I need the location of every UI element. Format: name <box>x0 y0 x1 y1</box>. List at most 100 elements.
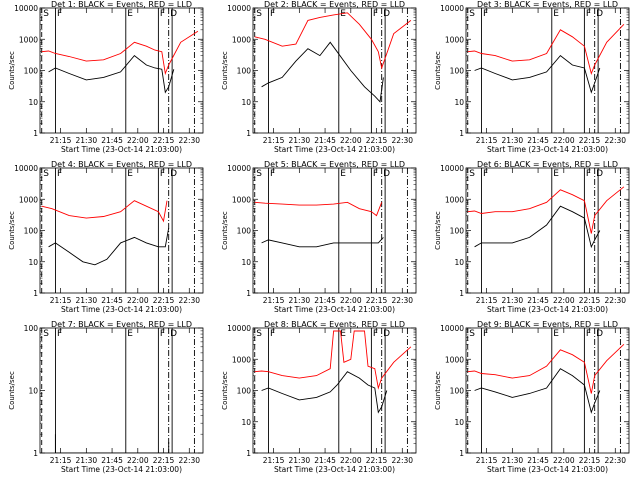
y-tick-label: 100 <box>450 227 465 236</box>
lld-series-line <box>254 201 383 217</box>
x-axis-label: Start Time (23-Oct-14 21:03:00) <box>274 145 395 154</box>
panel-det-9: Det 9: BLACK = Events, RED = LLD 1 10 100 10… <box>434 320 630 474</box>
event-marker-label: E <box>553 329 559 339</box>
event-marker-label: F <box>373 169 378 179</box>
y-tick-label: 100 <box>450 67 465 76</box>
x-tick-label: 22:30 <box>178 456 200 465</box>
x-axis-label: Start Time (23-Oct-14 21:03:00) <box>487 145 608 154</box>
y-tick-label: 1000 <box>19 195 38 204</box>
y-tick-label: 1 <box>459 449 464 458</box>
events-series-line <box>48 227 170 266</box>
panel-title: Det 9: BLACK = Events, RED = LLD <box>477 320 618 329</box>
x-tick-label: 21:45 <box>527 296 549 305</box>
x-tick-label: 22:00 <box>127 296 149 305</box>
x-axis-label: Start Time (23-Oct-14 21:03:00) <box>274 465 395 474</box>
y-tick-label: 10 <box>241 98 251 107</box>
panel-title: Det 3: BLACK = Events, RED = LLD <box>477 0 618 9</box>
x-axis-label: Start Time (23-Oct-14 21:03:00) <box>274 305 395 314</box>
y-axis-label: Counts/sec <box>434 51 442 90</box>
event-marker-label: S <box>469 169 475 179</box>
x-tick-label: 22:15 <box>366 456 388 465</box>
y-axis-label: Counts/sec <box>434 371 442 410</box>
y-tick-label: 1 <box>459 289 464 298</box>
event-marker-label: F <box>160 169 165 179</box>
event-marker-label: F <box>483 169 488 179</box>
x-tick-label: 22:15 <box>153 456 175 465</box>
x-tick-label: 21:15 <box>476 456 498 465</box>
y-tick-label: 10 <box>454 258 464 267</box>
y-tick-label: 1000 <box>445 35 464 44</box>
x-tick-label: 21:15 <box>50 136 72 145</box>
x-tick-label: 21:15 <box>263 456 285 465</box>
events-series-line <box>261 41 384 103</box>
x-tick-label: 22:30 <box>604 456 626 465</box>
panel-det-2: Det 2: BLACK = Events, RED = LLD 1 10 100 10… <box>221 0 417 154</box>
event-marker-label: E <box>553 169 559 179</box>
event-marker-label: F <box>57 169 62 179</box>
y-tick-label: 100 <box>24 67 39 76</box>
events-series-line <box>48 54 175 94</box>
x-tick-label: 21:45 <box>314 296 336 305</box>
panel-title: Det 2: BLACK = Events, RED = LLD <box>264 0 405 9</box>
event-marker-label: E <box>340 9 346 19</box>
y-tick-label: 10000 <box>440 4 464 13</box>
y-tick-label: 10000 <box>440 324 464 333</box>
x-tick-label: 22:15 <box>366 136 388 145</box>
x-tick-label: 21:15 <box>476 136 498 145</box>
y-tick-label: 1000 <box>232 35 251 44</box>
panel-det-7: Det 7: BLACK = Events, RED = LLD 1 10 100 21… <box>8 320 204 474</box>
y-tick-label: 1 <box>33 129 38 138</box>
x-tick-label: 22:00 <box>127 456 149 465</box>
y-tick-label: 100 <box>237 387 252 396</box>
y-tick-label: 10000 <box>227 4 251 13</box>
plot-frame <box>252 327 417 454</box>
y-tick-label: 1 <box>33 289 38 298</box>
x-tick-label: 22:00 <box>553 296 575 305</box>
y-axis-label: Counts/sec <box>221 211 229 250</box>
y-tick-label: 100 <box>237 67 252 76</box>
lld-series-line <box>467 343 625 394</box>
y-tick-label: 10000 <box>14 164 38 173</box>
events-series-line <box>261 237 384 248</box>
x-tick-label: 22:30 <box>391 296 413 305</box>
y-tick-label: 1000 <box>232 355 251 364</box>
event-marker-label: F <box>586 9 591 19</box>
events-series-line <box>474 368 601 414</box>
lld-series-line <box>254 330 412 390</box>
x-tick-label: 22:00 <box>340 136 362 145</box>
plot-frame <box>39 327 204 454</box>
x-tick-label: 21:30 <box>76 296 98 305</box>
x-tick-label: 21:45 <box>101 456 123 465</box>
x-tick-label: 22:30 <box>604 296 626 305</box>
x-tick-label: 21:30 <box>502 136 524 145</box>
event-marker-label: F <box>160 329 165 339</box>
event-marker-label: E <box>127 329 133 339</box>
y-tick-label: 100 <box>24 324 39 333</box>
plot-frame <box>252 167 417 294</box>
x-tick-label: 21:45 <box>314 456 336 465</box>
x-axis-label: Start Time (23-Oct-14 21:03:00) <box>487 465 608 474</box>
event-marker-label: F <box>586 329 591 339</box>
x-axis-label: Start Time (23-Oct-14 21:03:00) <box>61 145 182 154</box>
event-marker-label: F <box>483 9 488 19</box>
x-tick-label: 21:45 <box>101 296 123 305</box>
y-tick-label: 10 <box>454 418 464 427</box>
x-tick-label: 21:15 <box>50 296 72 305</box>
panel-title: Det 7: BLACK = Events, RED = LLD <box>51 320 192 329</box>
y-tick-label: 100 <box>24 227 39 236</box>
y-tick-label: 100 <box>237 227 252 236</box>
event-marker-label: S <box>469 9 475 19</box>
x-tick-label: 21:30 <box>289 136 311 145</box>
x-tick-label: 21:30 <box>502 456 524 465</box>
x-tick-label: 22:00 <box>553 136 575 145</box>
x-tick-label: 22:00 <box>553 456 575 465</box>
panel-det-1: Det 1: BLACK = Events, RED = LLD 1 10 100 10… <box>8 0 204 154</box>
event-marker-label: S <box>43 169 49 179</box>
y-axis-label: Counts/sec <box>221 51 229 90</box>
event-marker-label: F <box>270 329 275 339</box>
y-axis-label: Counts/sec <box>434 211 442 250</box>
y-tick-label: 10 <box>454 98 464 107</box>
y-tick-label: 1 <box>246 289 251 298</box>
y-axis-label: Counts/sec <box>8 51 16 90</box>
y-tick-label: 10000 <box>227 164 251 173</box>
